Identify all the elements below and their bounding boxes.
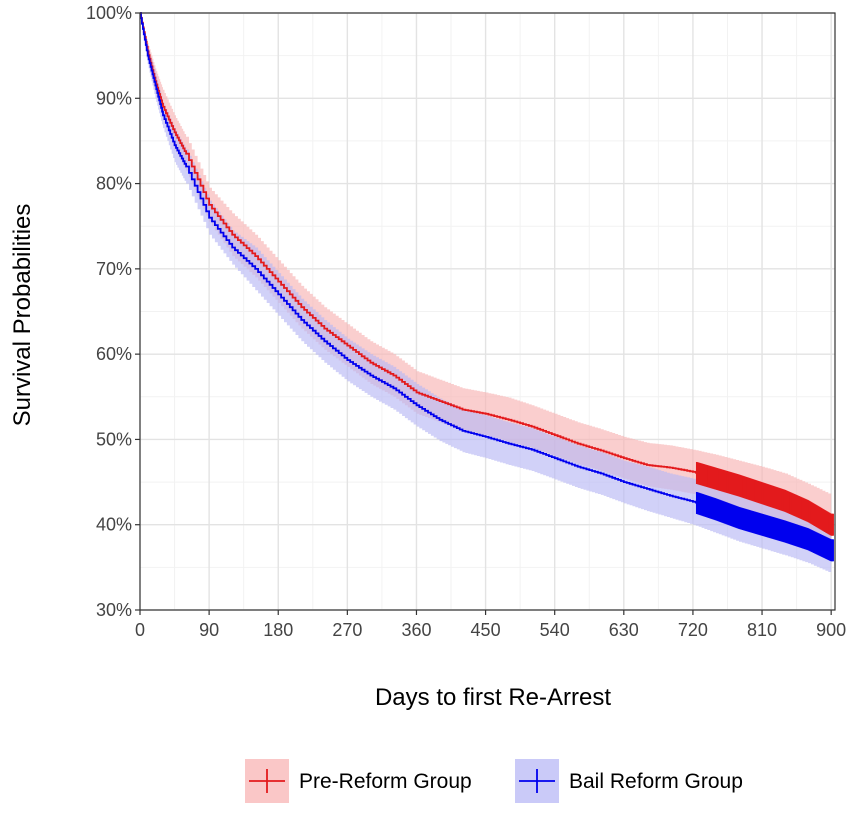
y-tick-label: 100% [86,3,132,23]
x-tick-label: 90 [199,620,219,640]
x-tick-label: 270 [332,620,362,640]
y-tick-label: 90% [96,88,132,108]
legend-label-pre-reform: Pre-Reform Group [299,770,472,793]
x-tick-label: 180 [263,620,293,640]
x-tick-label: 630 [609,620,639,640]
y-axis-ticks: 30% 40% 50% 60% 70% 80% 90% 100% [86,3,140,620]
y-tick-label: 30% [96,600,132,620]
x-tick-label: 0 [135,620,145,640]
x-axis-title: Days to first Re-Arrest [375,684,611,711]
x-tick-label: 450 [471,620,501,640]
x-tick-label: 900 [816,620,846,640]
censor-marks [695,461,834,562]
y-tick-label: 50% [96,429,132,449]
x-tick-label: 810 [747,620,777,640]
y-tick-label: 60% [96,344,132,364]
x-tick-label: 360 [401,620,431,640]
legend: Pre-Reform Group Bail Reform Group [245,759,743,803]
y-tick-label: 70% [96,259,132,279]
x-tick-label: 720 [678,620,708,640]
legend-label-bail-reform: Bail Reform Group [569,770,743,793]
y-tick-label: 40% [96,515,132,535]
panel-border [139,12,836,611]
y-axis-title: Survival Probabilities [9,204,36,427]
y-tick-label: 80% [96,174,132,194]
x-tick-label: 540 [540,620,570,640]
plot-frame [139,12,836,611]
x-axis-ticks: 0 90 180 270 360 450 540 630 720 810 900 [135,610,846,640]
